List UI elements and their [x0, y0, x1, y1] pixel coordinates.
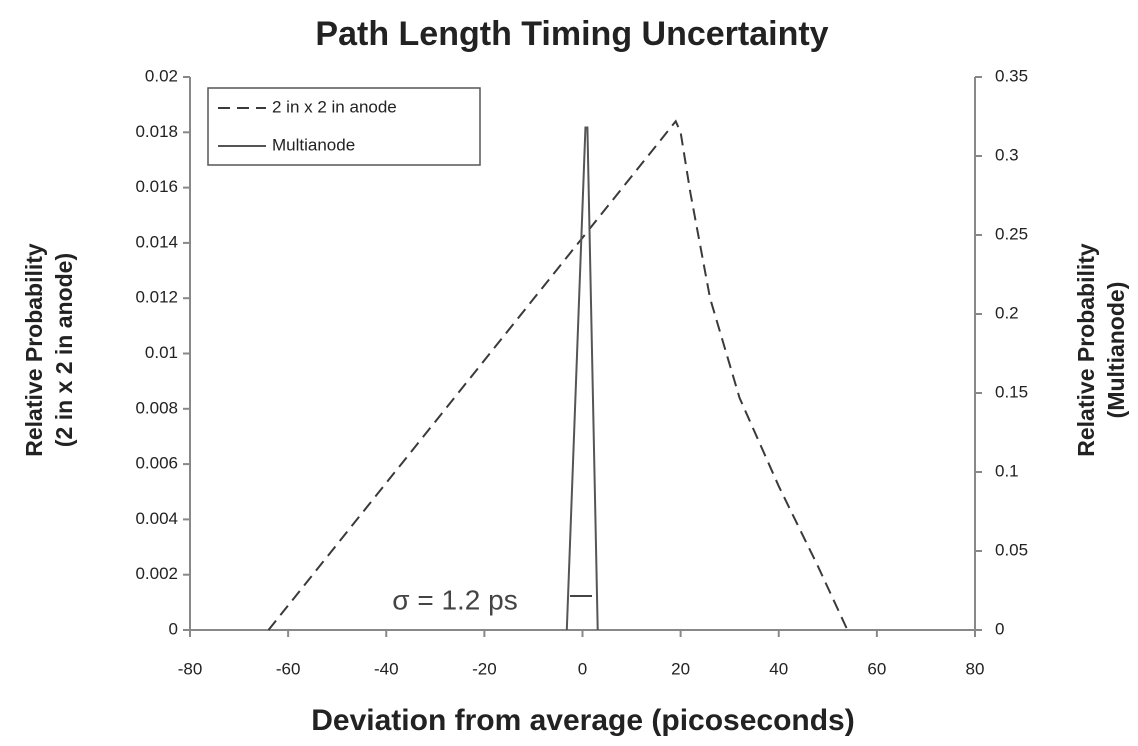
y2-tick-label: 0.2: [995, 303, 1019, 322]
y-axis-label-line: Relative Probability: [21, 243, 47, 457]
y2-tick-label: 0.1: [995, 461, 1019, 480]
chart-title: Path Length Timing Uncertainty: [315, 15, 828, 53]
y2-tick-label: 0: [995, 619, 1004, 638]
y2-tick-label: 0.35: [995, 66, 1028, 85]
y2-tick-label: 0.3: [995, 145, 1019, 164]
y2-tick-label: 0.25: [995, 224, 1028, 243]
x-tick-label: 80: [966, 659, 985, 678]
y-axis-label-line: (2 in x 2 in anode): [51, 253, 77, 447]
y-tick-label: 0.014: [135, 232, 178, 251]
y2-axis-label: Relative Probability (Multianode): [1073, 243, 1129, 457]
y-tick-label: 0: [169, 619, 178, 638]
y-tick-label: 0.01: [145, 343, 178, 362]
y-tick-label: 0.004: [135, 509, 178, 528]
y2-axis-label-line: Relative Probability: [1073, 243, 1099, 457]
y2-axis-label-line: (Multianode): [1103, 282, 1129, 419]
series-line: [267, 119, 849, 631]
y-axis-label: Relative Probability (2 in x 2 in anode): [21, 243, 77, 457]
y2-tick-label: 0.05: [995, 540, 1028, 559]
y2-tick-label: 0.15: [995, 382, 1028, 401]
x-tick-label: 40: [769, 659, 788, 678]
y-tick-label: 0.002: [135, 564, 178, 583]
y-tick-label: 0.006: [135, 454, 178, 473]
x-tick-label: 0: [578, 659, 587, 678]
x-tick-label: 20: [671, 659, 690, 678]
y-tick-label: 0.016: [135, 177, 178, 196]
y-tick-label: 0.012: [135, 288, 178, 307]
annotation: σ = 1.2 ps: [392, 584, 517, 615]
x-tick-label: -40: [374, 659, 399, 678]
x-axis-label: Deviation from average (picoseconds): [311, 704, 855, 737]
y-tick-label: 0.018: [135, 122, 178, 141]
x-tick-label: -60: [276, 659, 301, 678]
series-line: [565, 126, 599, 631]
legend-box: [207, 87, 481, 166]
y-tick-label: 0.008: [135, 398, 178, 417]
legend-label: 2 in x 2 in anode: [272, 97, 397, 116]
x-tick-label: -20: [472, 659, 497, 678]
legend-label: Multianode: [272, 135, 355, 154]
x-tick-label: 60: [867, 659, 886, 678]
x-tick-label: -80: [178, 659, 203, 678]
y-tick-label: 0.02: [145, 66, 178, 85]
